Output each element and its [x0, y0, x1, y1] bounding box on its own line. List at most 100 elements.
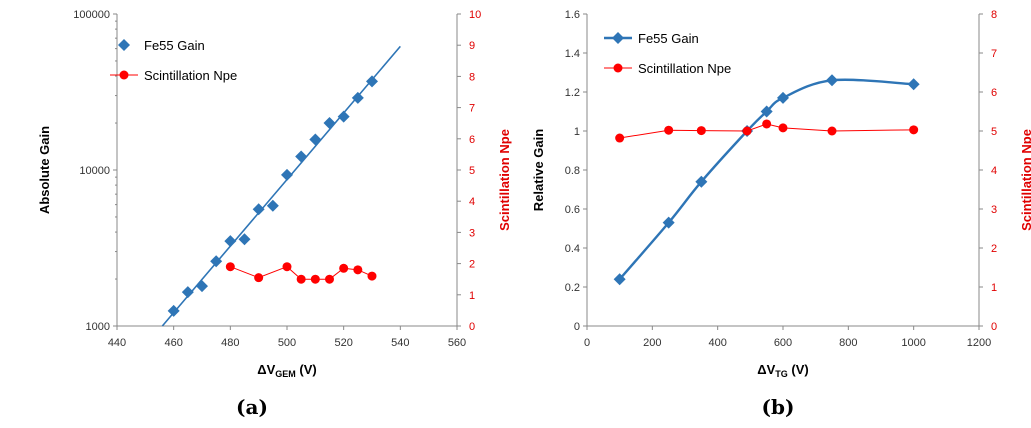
data-point — [266, 199, 279, 212]
y2-tick-label: 7 — [991, 48, 997, 60]
x-tick-label: 500 — [278, 337, 296, 349]
legend-marker — [613, 63, 623, 73]
y-tick-label: 0.2 — [565, 282, 580, 294]
legend-marker — [119, 70, 129, 80]
data-point — [252, 203, 265, 216]
x-tick-label: 0 — [584, 337, 590, 349]
y2-axis-title: Scintillation Npe — [497, 129, 512, 231]
data-point — [695, 175, 708, 188]
data-point — [762, 119, 772, 129]
data-point — [325, 274, 334, 284]
x-tick-label: 600 — [774, 337, 792, 349]
fit-line — [161, 45, 401, 327]
x-tick-label: 200 — [643, 337, 661, 349]
y2-tick-label: 0 — [469, 321, 475, 333]
data-point — [613, 273, 626, 286]
series-npe — [225, 262, 377, 284]
data-point — [282, 262, 292, 272]
chart-b: 0 200 400 600 800 1000 120000.20.40.60.811.21.… — [531, 9, 1031, 419]
legend-label: Fe55 Gain — [144, 38, 205, 53]
series-line — [619, 123, 914, 139]
y2-tick-label: 1 — [469, 290, 475, 302]
series-gain — [613, 74, 920, 286]
y-tick-label: 10000 — [79, 165, 110, 177]
y-tick-label: 0.8 — [565, 165, 580, 177]
x-tick-label: 540 — [391, 337, 409, 349]
data-point — [254, 273, 264, 283]
data-point — [662, 216, 675, 229]
data-point — [909, 125, 919, 135]
data-point — [351, 91, 364, 104]
y-tick-label: 1.4 — [565, 48, 580, 60]
x-tick-label: 400 — [708, 337, 726, 349]
data-point — [310, 274, 320, 284]
data-point — [827, 126, 837, 136]
legend-marker — [118, 39, 130, 51]
y2-tick-label: 6 — [469, 134, 475, 146]
legend-label: Scintillation Npe — [638, 61, 731, 76]
y-axis-title: Relative Gain — [531, 129, 546, 211]
y-tick-label: 1.6 — [565, 9, 580, 21]
data-point — [696, 126, 706, 136]
data-point — [826, 74, 838, 87]
data-point — [907, 78, 920, 91]
x-tick-label: 800 — [839, 337, 857, 349]
figure-caption: (b) — [762, 395, 795, 419]
data-point — [777, 91, 789, 104]
x-tick-label: 1200 — [967, 337, 991, 349]
x-tick-label: 460 — [164, 337, 182, 349]
y2-tick-label: 4 — [991, 165, 997, 177]
y-tick-label: 0.6 — [565, 204, 580, 216]
y2-tick-label: 4 — [469, 196, 475, 208]
data-point — [664, 125, 674, 135]
y2-tick-label: 2 — [469, 259, 475, 271]
data-point — [309, 133, 322, 146]
data-point — [181, 286, 194, 299]
legend-marker — [612, 32, 624, 44]
data-point — [615, 133, 625, 143]
y2-tick-label: 1 — [991, 282, 997, 294]
data-point — [281, 168, 293, 181]
data-point — [167, 304, 180, 317]
y2-tick-label: 5 — [469, 165, 475, 177]
y2-tick-label: 9 — [469, 40, 475, 52]
x-tick-label: 560 — [448, 337, 466, 349]
x-tick-label: 1000 — [901, 337, 925, 349]
x-axis-title: ΔVTG (V) — [757, 362, 808, 379]
y-tick-label: 1 — [574, 126, 580, 138]
data-point — [353, 265, 363, 275]
y2-tick-label: 3 — [469, 227, 475, 239]
y2-tick-label: 7 — [469, 103, 475, 115]
x-tick-label: 520 — [334, 337, 352, 349]
series-gain — [161, 45, 401, 327]
y-tick-label: 1.2 — [565, 87, 580, 99]
chart-a: 440 460 480 500 520 540 560 1000 10000 100000 0 1 2 3… — [37, 9, 512, 419]
y2-tick-label: 8 — [991, 9, 997, 21]
data-point — [760, 105, 773, 118]
figure-caption: (a) — [236, 395, 268, 419]
data-point — [225, 262, 235, 272]
data-point — [337, 110, 350, 123]
legend-label: Scintillation Npe — [144, 68, 237, 83]
y2-tick-label: 0 — [991, 321, 997, 333]
y-tick-label: 0.4 — [565, 243, 580, 255]
y-tick-label: 100000 — [73, 9, 110, 21]
x-axis-title: ΔVGEM (V) — [257, 362, 316, 379]
x-tick-label: 480 — [221, 337, 239, 349]
data-point — [238, 233, 251, 246]
x-tick-label: 440 — [108, 337, 126, 349]
data-point — [210, 255, 223, 268]
y2-tick-label: 6 — [991, 87, 997, 99]
legend-label: Fe55 Gain — [638, 31, 699, 46]
y2-tick-label: 5 — [991, 126, 997, 138]
series-npe — [615, 119, 919, 143]
data-point — [778, 123, 788, 133]
legend: Fe55 Gain Scintillation Npe — [110, 38, 237, 83]
data-point — [296, 274, 306, 284]
y2-tick-label: 3 — [991, 204, 997, 216]
y2-tick-label: 8 — [469, 71, 475, 83]
y-tick-label: 0 — [574, 321, 580, 333]
data-point — [295, 150, 308, 163]
data-point — [339, 263, 349, 273]
